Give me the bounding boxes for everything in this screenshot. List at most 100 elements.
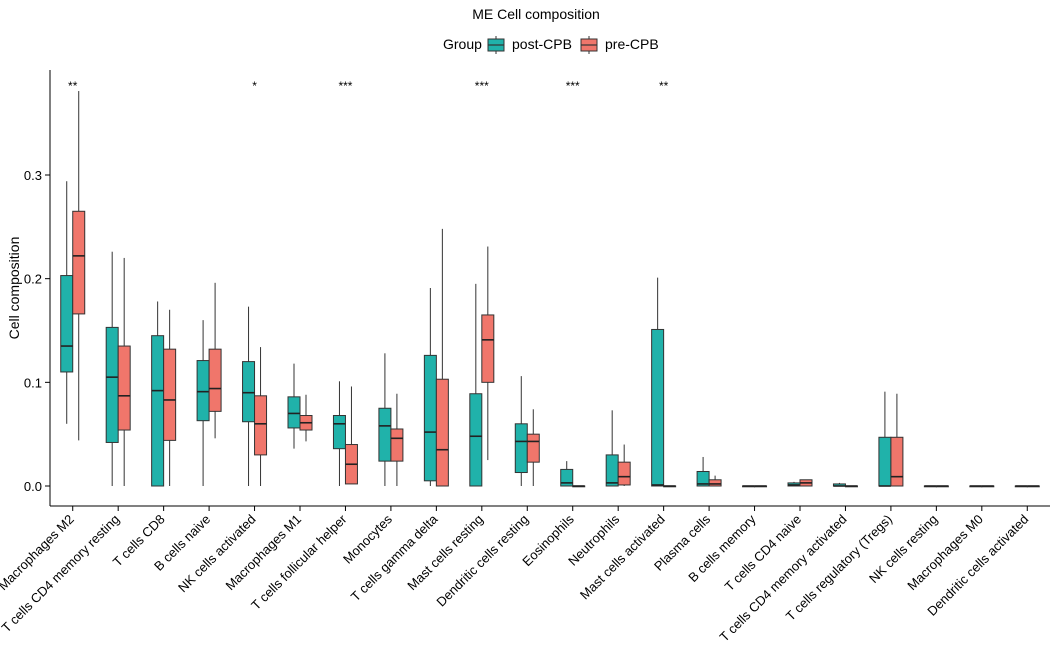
box-post-cpb <box>196 320 210 486</box>
box-pre-cpb <box>617 444 631 486</box>
box-iqr <box>117 345 131 431</box>
box-iqr <box>287 396 301 429</box>
box-pre-cpb <box>117 257 131 486</box>
box-pre-cpb <box>890 393 904 487</box>
box-post-cpb <box>651 277 665 487</box>
box-iqr <box>514 423 528 474</box>
box-post-cpb <box>560 461 574 487</box>
y-tick-label: 0.0 <box>24 479 42 494</box>
significance-label: ** <box>68 79 78 93</box>
box-iqr <box>242 361 256 423</box>
significance-label: *** <box>475 79 489 93</box>
legend-entry-post-cpb: post-CPB <box>487 36 572 54</box>
box-post-cpb <box>742 485 756 488</box>
box-iqr <box>196 360 210 422</box>
y-axis: 0.0 0.1 0.2 0.3 <box>24 70 51 506</box>
box-pre-cpb <box>390 393 404 486</box>
legend-title: Group <box>443 36 482 52</box>
box-post-cpb <box>378 353 392 486</box>
box-iqr <box>60 275 74 373</box>
box-post-cpb <box>332 381 346 486</box>
box-post-cpb <box>1014 485 1028 488</box>
box-pre-cpb <box>844 485 858 488</box>
box-pre-cpb <box>1026 485 1040 488</box>
plot-area: ** * *** *** *** ** <box>60 79 1040 488</box>
box-post-cpb <box>878 391 892 487</box>
y-axis-title: Cell composition <box>6 237 22 340</box>
x-tick-label: Macrophages M2 <box>0 512 77 594</box>
box-post-cpb <box>696 456 710 487</box>
x-tick-label: Dendritic cells resting <box>433 512 531 610</box>
box-iqr <box>560 468 574 487</box>
y-tick-label: 0.3 <box>24 168 42 183</box>
box-iqr <box>390 428 404 462</box>
x-tick-label: T cells gamma delta <box>348 511 441 604</box>
box-post-cpb <box>242 306 256 486</box>
box-pre-cpb <box>935 485 949 488</box>
box-iqr <box>435 378 449 487</box>
box-iqr <box>526 433 540 463</box>
x-tick-label: NK cells activated <box>175 512 259 596</box>
legend-label-post-cpb: post-CPB <box>512 36 572 52</box>
box-post-cpb <box>151 301 165 487</box>
box-iqr <box>617 461 631 486</box>
box-iqr <box>72 210 86 315</box>
box-pre-cpb <box>254 347 268 486</box>
legend: Group post-CPB pre-CPB <box>443 36 659 54</box>
box-iqr <box>708 479 722 487</box>
box-iqr <box>469 393 483 487</box>
chart-title: ME Cell composition <box>472 6 600 22</box>
significance-label: * <box>252 79 257 93</box>
box-pre-cpb <box>708 475 722 487</box>
box-iqr <box>890 436 904 487</box>
box-post-cpb <box>969 485 983 488</box>
box-pre-cpb <box>208 282 222 439</box>
box-post-cpb <box>469 283 483 487</box>
box-iqr <box>254 395 268 456</box>
box-pre-cpb <box>526 409 540 486</box>
x-tick-label: Mast cells activated <box>577 512 668 603</box>
box-iqr <box>378 407 392 462</box>
box-post-cpb <box>423 287 437 486</box>
box-iqr <box>878 436 892 487</box>
box-pre-cpb <box>799 479 813 487</box>
box-post-cpb <box>787 481 801 487</box>
legend-label-pre-cpb: pre-CPB <box>605 36 659 52</box>
box-pre-cpb <box>572 485 586 488</box>
y-tick-label: 0.1 <box>24 375 42 390</box>
legend-entry-pre-cpb: pre-CPB <box>580 36 659 54</box>
box-iqr <box>163 348 177 441</box>
box-iqr <box>332 415 346 450</box>
box-iqr <box>605 454 619 487</box>
box-post-cpb <box>287 363 301 449</box>
box-pre-cpb <box>344 386 358 485</box>
significance-label: *** <box>566 79 580 93</box>
box-pre-cpb <box>435 228 449 487</box>
significance-label: ** <box>659 79 669 93</box>
box-iqr <box>105 326 119 443</box>
x-tick-label: T cells CD4 naive <box>722 512 804 594</box>
box-pre-cpb <box>72 91 86 441</box>
box-pre-cpb <box>981 485 995 488</box>
box-iqr <box>651 328 665 487</box>
box-iqr <box>481 314 495 383</box>
box-pre-cpb <box>163 309 177 486</box>
box-post-cpb <box>605 410 619 487</box>
box-iqr <box>151 335 165 487</box>
x-axis: Macrophages M2T cells CD4 memory resting… <box>0 505 1050 645</box>
box-iqr <box>208 348 222 412</box>
box-pre-cpb <box>754 485 768 488</box>
box-post-cpb <box>60 181 74 424</box>
y-tick-label: 0.2 <box>24 272 42 287</box>
box-pre-cpb <box>299 394 313 442</box>
significance-label: *** <box>338 79 352 93</box>
box-pre-cpb <box>481 246 495 461</box>
box-pre-cpb <box>663 485 677 488</box>
box-post-cpb <box>832 482 846 487</box>
box-iqr <box>423 354 437 482</box>
box-post-cpb <box>923 485 937 488</box>
box-post-cpb <box>514 376 528 486</box>
box-post-cpb <box>105 251 119 486</box>
box-iqr <box>696 470 710 487</box>
